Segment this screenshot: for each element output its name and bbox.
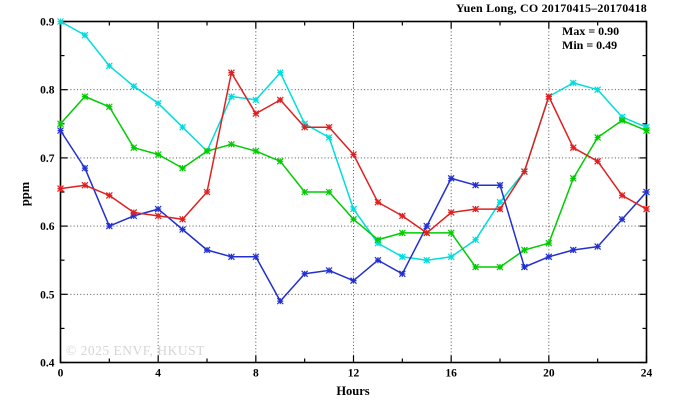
chart-title: Yuen Long, CO 20170415–20170418 xyxy=(455,1,647,15)
min-value-label: Min = 0.49 xyxy=(562,37,618,52)
x-axis-label: Hours xyxy=(336,384,370,398)
series-red-markers xyxy=(57,69,650,237)
y-tick-label: 0.5 xyxy=(40,289,55,301)
max-value-label: Max = 0.90 xyxy=(562,24,620,38)
y-tick-label: 0.9 xyxy=(40,17,55,29)
x-tick-label: 24 xyxy=(641,368,653,380)
watermark: © 2025 ENVF, HKUST xyxy=(66,343,205,358)
max-min-annotation: Max = 0.90 Min = 0.49 xyxy=(562,24,620,52)
x-tick-label: 16 xyxy=(445,368,457,380)
series-blue-markers xyxy=(57,127,650,305)
y-axis-label: ppm xyxy=(18,181,32,207)
y-tick-label: 0.7 xyxy=(40,153,55,165)
x-tick-label: 0 xyxy=(58,368,64,380)
x-tick-label: 12 xyxy=(348,368,360,380)
series-green-line xyxy=(59,95,647,268)
x-tick-label: 8 xyxy=(253,368,259,380)
x-tick-label: 4 xyxy=(155,368,161,380)
y-tick-label: 0.8 xyxy=(40,85,55,97)
plot-border xyxy=(59,20,648,364)
series-green-markers xyxy=(57,93,650,271)
x-tick-label: 20 xyxy=(543,368,555,380)
y-tick-label: 0.4 xyxy=(40,358,55,370)
y-tick-label: 0.6 xyxy=(40,221,55,233)
